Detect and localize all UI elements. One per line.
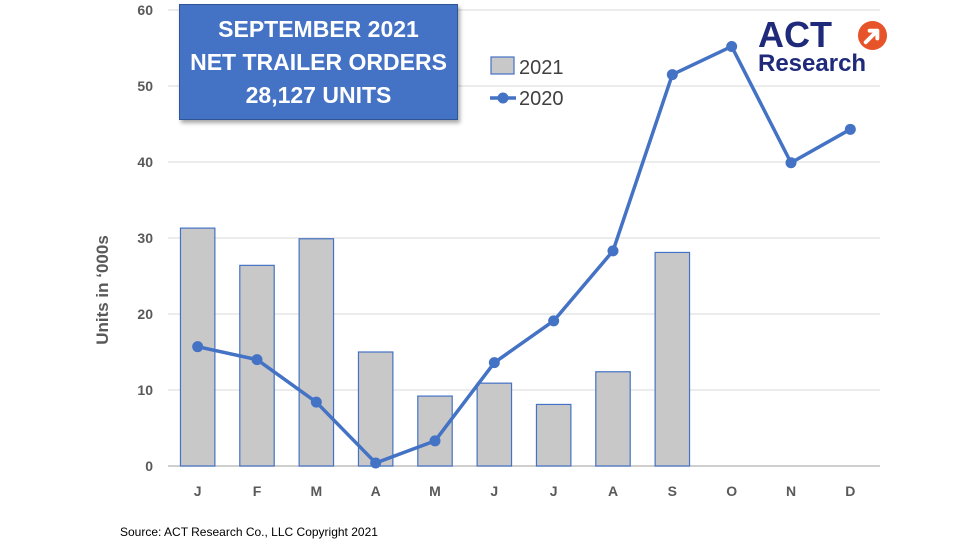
bar-2021 (476, 382, 513, 467)
point-2020 (785, 157, 797, 169)
y-tick-label: 60 (137, 2, 153, 18)
logo-word-research: Research (758, 50, 867, 77)
bar-2021 (239, 264, 275, 467)
bar-2021 (654, 251, 691, 467)
y-tick-label: 40 (137, 154, 153, 170)
headline-line-2: NET TRAILER ORDERS (190, 48, 447, 75)
point-2020 (726, 40, 738, 52)
point-2020 (488, 357, 500, 369)
x-tick-label: J (550, 483, 558, 499)
y-axis-ticks: 0 10 20 30 40 50 60 (137, 2, 153, 474)
bar-2021 (535, 403, 572, 467)
logo-word-act: ACT (758, 14, 832, 55)
x-tick-label: M (310, 483, 322, 499)
x-tick-label: O (726, 483, 737, 499)
x-tick-label: S (668, 483, 677, 499)
x-tick-label: J (194, 483, 202, 499)
point-2020 (370, 457, 382, 469)
point-2020 (844, 123, 856, 135)
legend: 2021 2020 (490, 56, 564, 110)
y-tick-label: 30 (137, 230, 153, 246)
point-2020 (192, 341, 204, 353)
y-tick-label: 10 (137, 382, 153, 398)
headline-box: SEPTEMBER 2021 NET TRAILER ORDERS 28,127… (179, 4, 458, 120)
legend-swatch-2021 (490, 56, 515, 75)
y-tick-label: 0 (145, 458, 153, 474)
x-tick-label: N (786, 483, 796, 499)
point-2020 (666, 69, 678, 81)
bar-2021 (298, 238, 335, 467)
point-2020 (548, 315, 560, 327)
x-tick-label: M (429, 483, 441, 499)
series-line-2020 (197, 44, 852, 465)
headline-line-3: 28,127 UNITS (245, 81, 392, 108)
legend-marker-2020 (497, 92, 509, 104)
bar-2021 (595, 371, 631, 467)
bars-2021 (179, 227, 691, 467)
x-tick-label: D (845, 483, 855, 499)
y-tick-label: 20 (137, 306, 153, 322)
headline-line-1: SEPTEMBER 2021 (218, 15, 419, 42)
point-2020 (251, 354, 263, 366)
x-tick-label: A (608, 483, 618, 499)
logo-arrow-icon (857, 20, 888, 51)
bar-2021 (417, 395, 453, 467)
act-research-logo: ACT Research (758, 14, 890, 77)
x-tick-label: J (490, 483, 498, 499)
legend-label-2021: 2021 (519, 57, 564, 79)
point-2020 (310, 396, 322, 408)
x-tick-label: A (371, 483, 381, 499)
point-2020 (607, 245, 619, 257)
source-note: Source: ACT Research Co., LLC Copyright … (120, 525, 378, 539)
legend-label-2020: 2020 (519, 88, 564, 110)
point-2020 (429, 435, 441, 447)
line-2020 (192, 40, 856, 469)
y-axis-label: Units in ‘000s (93, 235, 112, 345)
x-tick-label: F (253, 483, 262, 499)
bar-2021 (357, 351, 394, 467)
y-tick-label: 50 (137, 78, 153, 94)
